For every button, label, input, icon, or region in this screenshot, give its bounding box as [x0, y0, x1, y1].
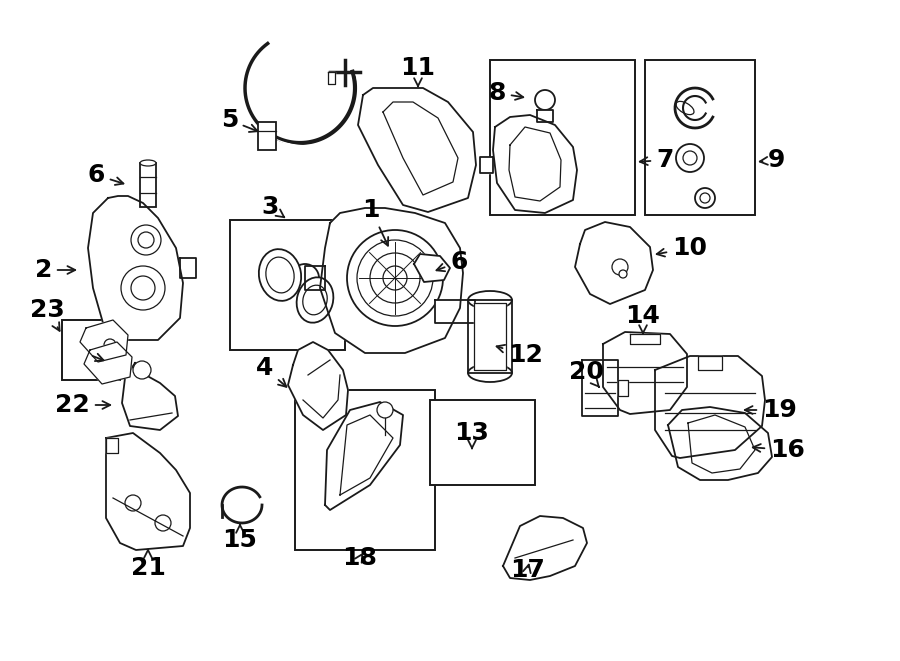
Polygon shape	[328, 72, 335, 84]
Polygon shape	[468, 300, 512, 373]
Text: 23: 23	[31, 298, 65, 331]
Polygon shape	[80, 320, 128, 362]
Text: 3: 3	[261, 195, 284, 219]
Polygon shape	[537, 110, 553, 122]
Polygon shape	[288, 342, 348, 430]
Circle shape	[700, 193, 710, 203]
Circle shape	[535, 90, 555, 110]
Polygon shape	[106, 433, 190, 550]
Polygon shape	[668, 407, 772, 480]
Circle shape	[612, 259, 628, 275]
Polygon shape	[414, 254, 450, 282]
Polygon shape	[180, 258, 196, 278]
Bar	[490, 60, 635, 215]
Circle shape	[138, 232, 154, 248]
Text: 11: 11	[400, 56, 436, 87]
Circle shape	[155, 515, 171, 531]
Circle shape	[104, 339, 116, 351]
Text: 19: 19	[745, 398, 796, 422]
Bar	[140, 163, 156, 207]
Circle shape	[131, 225, 161, 255]
Polygon shape	[630, 334, 660, 344]
Bar	[430, 400, 535, 485]
Text: 20: 20	[569, 360, 603, 387]
Polygon shape	[122, 363, 178, 430]
Polygon shape	[480, 157, 493, 173]
Ellipse shape	[140, 160, 156, 166]
Circle shape	[676, 144, 704, 172]
Ellipse shape	[266, 257, 294, 293]
Circle shape	[291, 264, 319, 292]
Polygon shape	[305, 266, 325, 290]
Text: 5: 5	[220, 108, 257, 132]
Circle shape	[683, 151, 697, 165]
Text: 9: 9	[760, 148, 786, 172]
Ellipse shape	[297, 278, 333, 323]
Text: 18: 18	[343, 546, 377, 570]
Text: 6: 6	[87, 163, 123, 187]
Text: 1: 1	[363, 198, 388, 246]
Circle shape	[383, 266, 407, 290]
Text: 22: 22	[55, 393, 110, 417]
Circle shape	[619, 270, 627, 278]
Circle shape	[125, 495, 141, 511]
Ellipse shape	[259, 249, 302, 301]
Polygon shape	[698, 356, 722, 370]
Text: 4: 4	[256, 356, 286, 387]
Circle shape	[695, 188, 715, 208]
Text: 12: 12	[497, 343, 543, 367]
Text: 10: 10	[657, 236, 707, 260]
Circle shape	[357, 240, 433, 316]
Circle shape	[377, 402, 393, 418]
Text: 15: 15	[222, 525, 257, 552]
Circle shape	[131, 276, 155, 300]
Polygon shape	[503, 516, 587, 580]
Circle shape	[347, 230, 443, 326]
Text: 16: 16	[752, 438, 805, 462]
Polygon shape	[655, 356, 765, 458]
Bar	[230, 220, 345, 350]
Polygon shape	[575, 222, 653, 304]
Polygon shape	[493, 115, 577, 213]
Ellipse shape	[468, 364, 512, 382]
Ellipse shape	[302, 285, 328, 315]
Ellipse shape	[676, 101, 694, 114]
Circle shape	[133, 361, 151, 379]
Polygon shape	[84, 342, 132, 384]
Polygon shape	[325, 402, 403, 510]
Polygon shape	[435, 300, 475, 323]
Text: 7: 7	[640, 148, 673, 172]
Polygon shape	[358, 88, 476, 212]
Text: 14: 14	[626, 304, 661, 334]
Bar	[258, 122, 276, 150]
Text: 6: 6	[436, 250, 467, 274]
Text: 8: 8	[489, 81, 523, 105]
Polygon shape	[603, 332, 687, 414]
Text: 21: 21	[130, 550, 166, 580]
Polygon shape	[88, 196, 183, 340]
Circle shape	[370, 253, 420, 303]
Text: 2: 2	[34, 258, 76, 282]
Polygon shape	[509, 127, 561, 201]
Ellipse shape	[468, 291, 512, 309]
Bar	[645, 60, 755, 215]
Polygon shape	[582, 360, 618, 416]
Text: 13: 13	[454, 421, 490, 448]
Polygon shape	[618, 380, 628, 396]
Bar	[295, 390, 435, 550]
Polygon shape	[106, 438, 118, 453]
Polygon shape	[474, 303, 506, 370]
Bar	[62, 320, 120, 380]
Circle shape	[121, 266, 165, 310]
Text: 17: 17	[510, 558, 544, 582]
Polygon shape	[320, 208, 463, 353]
